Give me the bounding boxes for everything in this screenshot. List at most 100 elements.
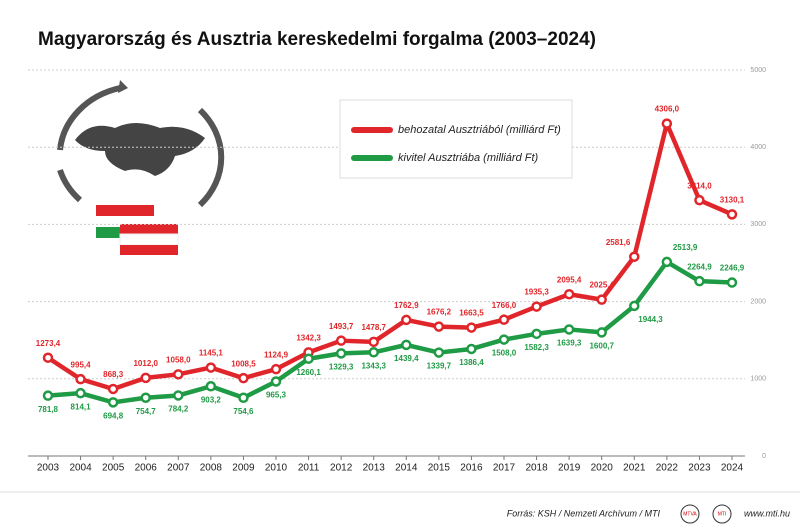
point — [726, 277, 738, 288]
point — [563, 288, 575, 300]
x-tick-label: 2021 — [623, 463, 646, 474]
arrow — [197, 107, 225, 208]
source: Forrás: KSH / Nemzeti Archívum / MTI — [507, 508, 661, 518]
point — [140, 372, 151, 384]
data-label: 2264,9 — [687, 262, 712, 271]
data-label: 1676,2 — [427, 308, 452, 317]
series-line — [46, 121, 733, 392]
point — [173, 390, 184, 401]
flag-at — [120, 224, 178, 234]
data-label: 1343,3 — [361, 361, 386, 370]
point — [531, 301, 542, 312]
point — [401, 339, 412, 351]
point — [466, 322, 477, 333]
x-tick-label: 2015 — [428, 463, 451, 474]
point — [531, 328, 542, 340]
data-label: 3130,1 — [720, 195, 745, 204]
logo-text: MTI — [718, 511, 727, 517]
data-label: 2246,9 — [720, 264, 745, 273]
point — [205, 381, 217, 392]
world-map — [75, 123, 205, 176]
data-label: 1766,0 — [492, 301, 517, 310]
logo — [680, 504, 700, 524]
data-label: 694,8 — [103, 411, 124, 420]
point — [205, 362, 217, 373]
data-label: 1124,9 — [264, 350, 289, 359]
point — [498, 334, 510, 345]
point — [107, 383, 119, 395]
point — [433, 321, 445, 332]
arrow — [57, 168, 83, 203]
data-label: 965,3 — [266, 391, 287, 400]
data-label: 1329,3 — [329, 362, 354, 371]
point — [661, 256, 673, 268]
series-line — [47, 259, 733, 405]
x-tick-label: 2014 — [395, 463, 418, 474]
arrow — [57, 85, 121, 151]
data-label: 1508,0 — [492, 349, 517, 358]
point — [173, 369, 184, 380]
x-tick-label: 2006 — [135, 463, 158, 474]
x-tick-label: 2009 — [232, 463, 255, 474]
data-label: 1260,1 — [296, 368, 321, 377]
point — [433, 347, 445, 358]
point — [42, 390, 54, 401]
x-tick-label: 2023 — [688, 463, 711, 474]
flag-at — [120, 245, 178, 255]
data-label: 1439,4 — [394, 354, 419, 363]
data-label: 868,3 — [103, 370, 124, 379]
data-label: 1339,7 — [427, 362, 452, 371]
point — [238, 372, 249, 384]
x-tick-label: 2010 — [265, 463, 288, 474]
data-label: 1600,7 — [589, 342, 614, 351]
x-tick-label: 2017 — [493, 463, 516, 474]
data-label: 1944,3 — [638, 315, 663, 324]
point — [694, 275, 705, 287]
point — [42, 352, 54, 363]
x-tick-label: 2024 — [721, 463, 744, 474]
point — [75, 387, 86, 399]
data-label: 1008,5 — [231, 359, 256, 368]
point — [401, 314, 412, 326]
y-tick-label: 5000 — [750, 67, 766, 74]
flag-hu — [96, 216, 154, 227]
data-label: 754,6 — [233, 407, 254, 416]
legend-label: kivitel Ausztriába (milliárd Ft) — [398, 152, 539, 164]
legend-label: behozatal Ausztriából (milliárd Ft) — [398, 124, 561, 136]
x-tick-label: 2011 — [298, 463, 320, 474]
y-tick-label: 1000 — [750, 376, 766, 383]
data-label: 784,2 — [168, 405, 189, 414]
data-label: 2095,4 — [557, 275, 582, 284]
point — [368, 336, 379, 348]
x-tick-label: 2019 — [558, 463, 581, 474]
flag-hu — [96, 205, 154, 216]
data-label: 1935,3 — [524, 288, 549, 297]
data-label: 754,7 — [136, 407, 157, 416]
x-tick-label: 2004 — [69, 463, 92, 474]
point — [140, 392, 151, 403]
x-tick-label: 2013 — [363, 463, 386, 474]
data-label: 1493,7 — [329, 322, 354, 331]
y-tick-label: 3000 — [750, 221, 766, 228]
data-label: 4306,0 — [655, 105, 680, 114]
chart-title: Magyarország és Ausztria kereskedelmi fo… — [38, 29, 596, 50]
x-tick-label: 2016 — [460, 463, 483, 474]
url: www.mti.hu — [744, 508, 790, 518]
point — [368, 347, 379, 358]
point — [335, 335, 347, 346]
data-label: 3314,0 — [687, 181, 712, 190]
data-label: 2581,6 — [606, 238, 631, 247]
x-tick-label: 2003 — [37, 463, 60, 474]
point — [335, 348, 347, 359]
y-tick-label: 4000 — [750, 144, 766, 151]
point — [303, 353, 314, 364]
data-label: 1582,3 — [524, 343, 549, 352]
point — [596, 327, 607, 338]
point — [498, 314, 510, 325]
y-tick-label: 0 — [762, 453, 766, 460]
decoration — [57, 80, 225, 255]
data-label: 814,1 — [71, 402, 92, 411]
x-tick-label: 2005 — [102, 463, 125, 474]
logo — [712, 504, 732, 524]
